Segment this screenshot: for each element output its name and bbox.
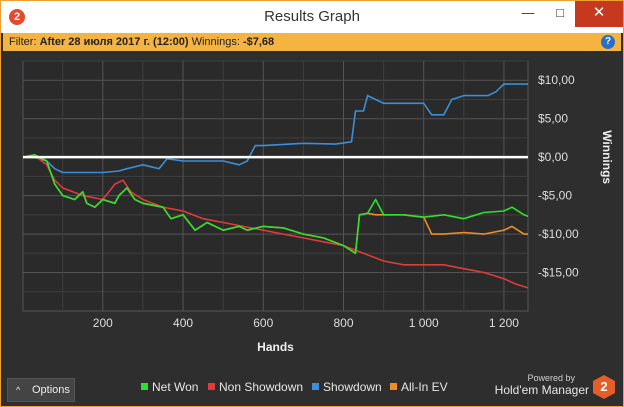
filter-bar: Filter: After 28 июля 2017 г. (12:00) Wi… [3,33,621,51]
series-line-non-showdown [22,154,529,289]
results-chart: 200 400 600 800 1 000 1 200 $10,00 $5,00 $0,00 -$… [1,53,623,373]
winnings-label: Winnings: [191,36,240,48]
y-tick-label: $0,00 [538,150,568,164]
powered-by-text: Powered by [527,373,575,383]
x-tick-label: 1 000 [409,316,439,330]
close-button[interactable]: ✕ [575,1,623,27]
legend-label: All-In EV [401,380,448,394]
options-button[interactable]: ^ Options [7,378,75,402]
x-tick-label: 600 [253,316,273,330]
minimize-button[interactable]: — [521,5,535,20]
legend-swatch [208,383,215,390]
hem-logo-icon: 2 [593,375,615,399]
y-tick-label: -$15,00 [538,266,579,280]
legend-label: Net Won [152,380,199,394]
legend-swatch [141,383,148,390]
y-tick-label: -$5,00 [538,189,572,203]
x-tick-label: 200 [93,316,113,330]
options-label: Options [32,384,70,396]
y-axis-label: Winnings [600,130,614,184]
series-line-net-won [22,154,529,255]
app-logo-icon: 2 [9,9,25,25]
bottom-bar: ^ Options Net Won Non Showdown Showdown … [1,373,623,406]
x-tick-label: 1 200 [489,316,519,330]
legend-swatch [390,383,397,390]
branding: Powered by Hold'em Manager 2 [477,373,617,406]
y-tick-label: $5,00 [538,112,568,126]
brand-name: Hold'em Manager [494,383,589,397]
help-icon[interactable]: ? [601,35,615,49]
legend-item-showdown[interactable]: Showdown [312,380,382,394]
legend-item-non-showdown[interactable]: Non Showdown [208,380,303,394]
plot-area [22,60,529,312]
legend-label: Non Showdown [219,380,304,394]
title-bar[interactable]: 2 Results Graph — □ ✕ [1,1,623,33]
window-title: Results Graph [264,8,360,25]
maximize-button[interactable]: □ [556,5,564,20]
legend-swatch [312,383,319,390]
legend-item-net-won[interactable]: Net Won [141,380,198,394]
winnings-value: -$7,68 [242,36,275,48]
filter-text: Filter: After 28 июля 2017 г. (12:00) Wi… [9,33,274,51]
y-tick-label: -$10,00 [538,227,579,241]
series-line-showdown [23,83,528,174]
x-tick-label: 800 [333,316,353,330]
x-tick-label: 400 [173,316,193,330]
results-chart-svg: 200 400 600 800 1 000 1 200 $10,00 $5,00 $0,00 -$… [22,60,614,354]
chevron-up-icon: ^ [16,385,21,395]
legend-item-all-in-ev[interactable]: All-In EV [390,380,448,394]
legend-label: Showdown [323,380,382,394]
y-tick-label: $10,00 [538,73,575,87]
filter-prefix: Filter: [9,36,37,48]
x-axis-label: Hands [257,340,294,354]
filter-value: After 28 июля 2017 г. (12:00) [39,36,189,48]
